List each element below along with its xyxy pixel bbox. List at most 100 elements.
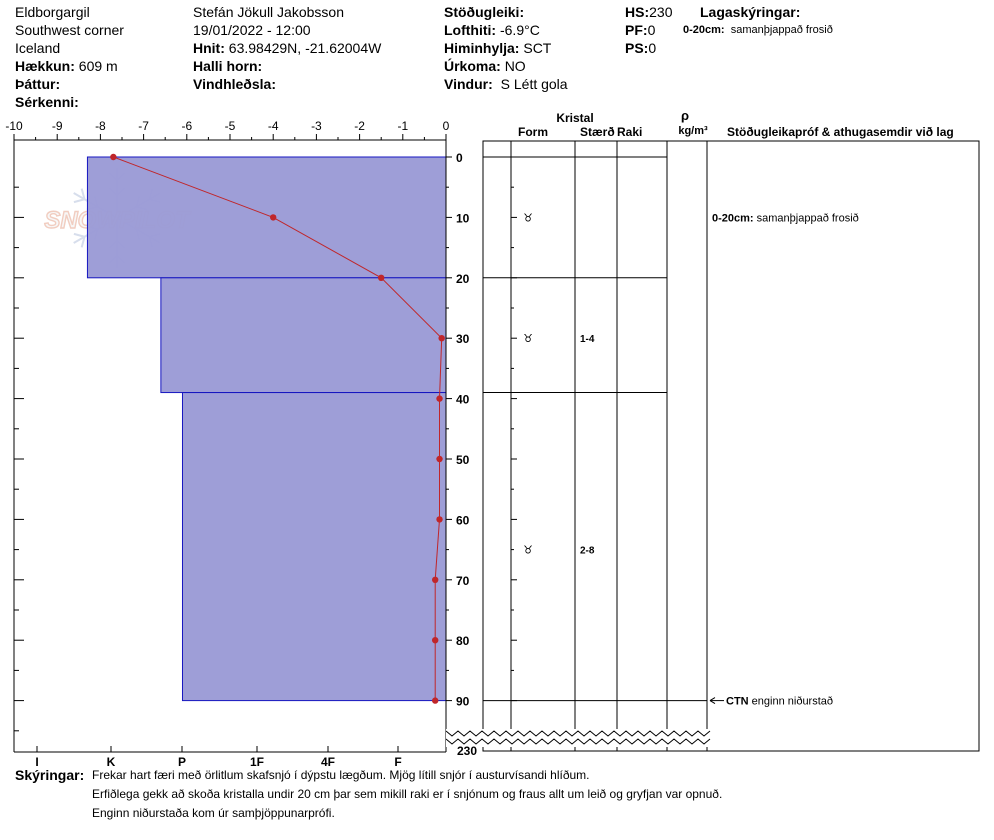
depth-tick-label: 90 xyxy=(456,695,470,709)
crystal-form-icon: ♉ xyxy=(523,544,533,557)
layer-comment-text: samanþjappað frosið xyxy=(757,212,859,224)
snowflake-branch xyxy=(80,236,86,248)
temperature-point xyxy=(436,516,443,523)
precip-row: Úrkoma: NO xyxy=(444,58,526,74)
depth-tick-label: 30 xyxy=(456,332,470,346)
features-label: Sérkenni: xyxy=(15,94,79,110)
hardness-tick-label: 1F xyxy=(250,755,264,769)
precip-label: Úrkoma: xyxy=(444,58,501,74)
density-unit: kg/m³ xyxy=(678,125,708,137)
pf-row: PF:0 xyxy=(625,22,655,38)
temp-tick-label: -9 xyxy=(52,119,63,133)
temperature-point xyxy=(436,455,443,463)
hs-value: 230 xyxy=(649,4,673,20)
snow-layer xyxy=(181,392,447,702)
temperature-point xyxy=(432,697,439,704)
temp-tick-label: -1 xyxy=(397,119,408,133)
elevation-label: Hækkun: xyxy=(15,58,75,74)
break-depth-label: 230 xyxy=(457,744,477,758)
wind-value: S Létt gola xyxy=(500,76,568,92)
depth-break: 230 xyxy=(445,729,711,758)
pf-label: PF: xyxy=(625,22,648,38)
layer-comment: 0-20cm: samanþjappað frosið xyxy=(712,212,859,224)
footer-line: Erfiðlega gekk að skoða kristalla undir … xyxy=(92,787,723,801)
pf-value: 0 xyxy=(647,22,656,38)
layer-comment-range: 0-20cm: xyxy=(712,212,757,224)
temp-tick-label: -8 xyxy=(95,119,106,133)
temp-tick-label: -2 xyxy=(354,119,365,133)
temp-tick-label: -3 xyxy=(311,119,322,133)
air-temp-row: Lofthiti: -6.9°C xyxy=(444,22,540,38)
slope-row: Halli horn: xyxy=(193,58,262,74)
elevation-row: Hækkun: 609 m xyxy=(15,58,118,74)
snowflake-branch xyxy=(80,188,86,200)
sky-label: Himinhylja: xyxy=(444,40,520,56)
ps-label: PS: xyxy=(625,40,649,56)
sky-row: Himinhylja: SCT xyxy=(444,40,551,56)
depth-tick-label: 50 xyxy=(456,453,470,467)
crystal-table-frame xyxy=(482,140,980,752)
hs-row: HS:230 xyxy=(625,4,672,20)
ps-value: 0 xyxy=(648,40,657,56)
crystal-size-label: 2-8 xyxy=(580,546,595,557)
hardness-tick-label: F xyxy=(394,755,401,769)
temp-tick-label: -6 xyxy=(181,119,192,133)
depth-tick-label: 20 xyxy=(456,272,470,286)
footer-label: Skýringar: xyxy=(15,767,85,783)
air-temp-value: -6.9°C xyxy=(499,22,540,38)
depth-tick-label: 10 xyxy=(456,211,470,225)
features-row: Sérkenni: xyxy=(15,94,79,110)
crystal-form-icon: ♉ xyxy=(523,332,533,345)
layer-note-range: 0-20cm: xyxy=(683,24,725,36)
precip-value: NO xyxy=(504,58,526,74)
break-zigzag-lower xyxy=(445,738,711,745)
wind-loading-label: Vindhleðsla: xyxy=(193,76,276,92)
temp-tick-label: -5 xyxy=(225,119,236,133)
slope-label: Halli horn: xyxy=(193,58,263,74)
hs-label: HS: xyxy=(625,4,650,20)
layer-notes-title: Lagaskýringar: xyxy=(700,4,801,20)
hardness-tick-label: K xyxy=(107,755,116,769)
break-zigzag-upper xyxy=(445,730,711,737)
stability-label: Stöðugleiki: xyxy=(444,4,525,20)
wind-label: Vindur: xyxy=(444,76,493,92)
depth-tick-label: 80 xyxy=(456,634,470,648)
depth-tick-label: 70 xyxy=(456,574,470,588)
temperature-point xyxy=(270,214,277,221)
snow-layer xyxy=(160,277,447,394)
wind-loading-row: Vindhleðsla: xyxy=(193,76,276,92)
size-column-header: Stærð xyxy=(580,125,615,139)
temp-tick-label: -10 xyxy=(5,119,23,133)
hardness-tick-label: I xyxy=(35,755,38,769)
coords-value: 63.98429N, -21.62004W xyxy=(228,40,382,56)
observation-datetime: 19/01/2022 - 12:00 xyxy=(193,22,311,38)
coords-label: Hnit: xyxy=(193,40,225,56)
temperature-point xyxy=(432,637,439,644)
crystal-size-label: 1-4 xyxy=(580,334,595,345)
location-area: Southwest corner xyxy=(15,22,124,38)
layer-note-text: samanþjappað frosið xyxy=(730,24,833,36)
ps-row: PS:0 xyxy=(625,40,656,56)
hardness-tick-label: 4F xyxy=(321,755,335,769)
snowflake-branch xyxy=(73,198,85,204)
range-label: Þáttur: xyxy=(15,76,61,92)
wind-row: Vindur: S Létt gola xyxy=(444,76,568,92)
stability-test-code: CTN xyxy=(726,696,752,708)
temperature-profile-line xyxy=(113,156,443,701)
stability-test: CTN enginn niðurstað xyxy=(726,696,833,708)
temp-tick-label: -7 xyxy=(138,119,149,133)
snow-layer xyxy=(86,156,447,279)
arrow-left-icon xyxy=(709,697,716,705)
temperature-point xyxy=(438,335,445,342)
range-row: Þáttur: xyxy=(15,76,60,92)
coords-row: Hnit: 63.98429N, -21.62004W xyxy=(193,40,381,56)
location-name: Eldborgargil xyxy=(15,4,90,20)
air-temp-label: Lofthiti: xyxy=(444,22,497,38)
stability-test-result: enginn niðurstað xyxy=(752,696,833,708)
stability-row: Stöðugleiki: xyxy=(444,4,524,20)
temp-tick-label: -4 xyxy=(268,119,279,133)
form-column-header: Form xyxy=(518,125,548,139)
depth-tick-label: 0 xyxy=(456,151,463,165)
density-symbol: ρ xyxy=(681,108,689,123)
